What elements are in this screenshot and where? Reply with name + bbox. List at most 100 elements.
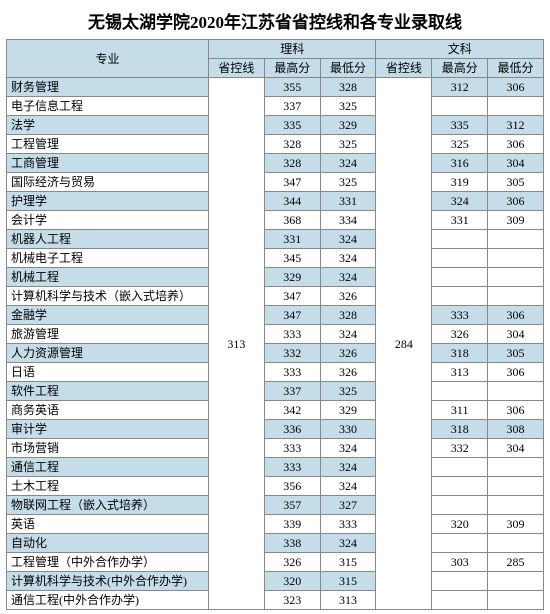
table-row: 自动化338324 bbox=[7, 534, 544, 553]
cell-a-max bbox=[432, 572, 488, 591]
cell-a-max bbox=[432, 249, 488, 268]
table-body: 财务管理313355328284312306电子信息工程337325法学3353… bbox=[7, 78, 544, 610]
cell-a-max bbox=[432, 591, 488, 610]
table-row: 日语333326313306 bbox=[7, 363, 544, 382]
col-s-min: 最低分 bbox=[320, 59, 376, 78]
col-major: 专业 bbox=[7, 40, 209, 78]
table-row: 商务英语342329311306 bbox=[7, 401, 544, 420]
table-row: 物联网工程（嵌入式培养）357327 bbox=[7, 496, 544, 515]
cell-a-min bbox=[488, 382, 544, 401]
cell-major: 计算机科学与技术(中外合作办学) bbox=[7, 572, 209, 591]
cell-s-max: 332 bbox=[264, 344, 320, 363]
cell-major: 国际经济与贸易 bbox=[7, 173, 209, 192]
cell-major: 会计学 bbox=[7, 211, 209, 230]
cell-s-max: 333 bbox=[264, 439, 320, 458]
cell-major: 工程管理（中外合作办学） bbox=[7, 553, 209, 572]
cell-a-max: 313 bbox=[432, 363, 488, 382]
table-row: 工程管理（中外合作办学）326315303285 bbox=[7, 553, 544, 572]
cell-s-max: 333 bbox=[264, 325, 320, 344]
cell-s-max: 333 bbox=[264, 363, 320, 382]
cell-a-min bbox=[488, 591, 544, 610]
cell-a-min bbox=[488, 249, 544, 268]
cell-major: 计算机科学与技术（嵌入式培养） bbox=[7, 287, 209, 306]
col-a-max: 最高分 bbox=[432, 59, 488, 78]
cell-s-min: 325 bbox=[320, 173, 376, 192]
cell-a-max bbox=[432, 477, 488, 496]
table-row: 国际经济与贸易347325319305 bbox=[7, 173, 544, 192]
cell-a-min: 306 bbox=[488, 135, 544, 154]
cell-a-max bbox=[432, 496, 488, 515]
cell-a-min: 306 bbox=[488, 78, 544, 97]
table-row: 工程管理328325325306 bbox=[7, 135, 544, 154]
cell-a-max: 320 bbox=[432, 515, 488, 534]
cell-major: 市场营销 bbox=[7, 439, 209, 458]
cell-a-max: 324 bbox=[432, 192, 488, 211]
cell-s-min: 324 bbox=[320, 325, 376, 344]
cell-a-max: 333 bbox=[432, 306, 488, 325]
cell-major: 工程管理 bbox=[7, 135, 209, 154]
cell-a-max: 318 bbox=[432, 344, 488, 363]
table-row: 通信工程(中外合作办学)323313 bbox=[7, 591, 544, 610]
cell-a-min: 305 bbox=[488, 173, 544, 192]
table-row: 机械电子工程345324 bbox=[7, 249, 544, 268]
table-row: 通信工程333324 bbox=[7, 458, 544, 477]
col-a-min: 最低分 bbox=[488, 59, 544, 78]
cell-a-max: 325 bbox=[432, 135, 488, 154]
cell-a-max bbox=[432, 230, 488, 249]
cell-s-min: 333 bbox=[320, 515, 376, 534]
cell-s-max: 328 bbox=[264, 135, 320, 154]
cell-a-min bbox=[488, 534, 544, 553]
cell-a-max: 332 bbox=[432, 439, 488, 458]
cell-s-max: 355 bbox=[264, 78, 320, 97]
cell-s-min: 331 bbox=[320, 192, 376, 211]
cell-a-min: 306 bbox=[488, 306, 544, 325]
cell-major: 金融学 bbox=[7, 306, 209, 325]
col-s-max: 最高分 bbox=[264, 59, 320, 78]
table-row: 财务管理313355328284312306 bbox=[7, 78, 544, 97]
cell-s-min: 315 bbox=[320, 553, 376, 572]
cell-s-min: 324 bbox=[320, 230, 376, 249]
cell-s-min: 324 bbox=[320, 154, 376, 173]
cell-a-min bbox=[488, 230, 544, 249]
table-head: 专业 理科 文科 省控线 最高分 最低分 省控线 最高分 最低分 bbox=[7, 40, 544, 78]
table-row: 人力资源管理332326318305 bbox=[7, 344, 544, 363]
cell-a-min: 306 bbox=[488, 363, 544, 382]
cell-s-min: 313 bbox=[320, 591, 376, 610]
cell-a-min: 306 bbox=[488, 192, 544, 211]
table-row: 英语339333320309 bbox=[7, 515, 544, 534]
cell-a-max: 312 bbox=[432, 78, 488, 97]
cell-a-max: 331 bbox=[432, 211, 488, 230]
cell-s-max: 329 bbox=[264, 268, 320, 287]
cell-major: 日语 bbox=[7, 363, 209, 382]
cell-major: 通信工程 bbox=[7, 458, 209, 477]
cell-a-min bbox=[488, 97, 544, 116]
table-row: 会计学368334331309 bbox=[7, 211, 544, 230]
cell-s-min: 334 bbox=[320, 211, 376, 230]
cell-s-max: 331 bbox=[264, 230, 320, 249]
cell-major: 旅游管理 bbox=[7, 325, 209, 344]
cell-a-max bbox=[432, 534, 488, 553]
page-title: 无锡太湖学院2020年江苏省省控线和各专业录取线 bbox=[6, 4, 544, 39]
col-science: 理科 bbox=[208, 40, 375, 59]
cell-a-max: 335 bbox=[432, 116, 488, 135]
cell-a-min bbox=[488, 496, 544, 515]
cell-science-ctrl: 313 bbox=[208, 78, 264, 610]
cell-s-min: 326 bbox=[320, 287, 376, 306]
cell-a-min bbox=[488, 477, 544, 496]
table-row: 土木工程356324 bbox=[7, 477, 544, 496]
cell-s-min: 324 bbox=[320, 268, 376, 287]
cell-s-max: 357 bbox=[264, 496, 320, 515]
cell-a-max bbox=[432, 458, 488, 477]
cell-s-max: 342 bbox=[264, 401, 320, 420]
cell-major: 法学 bbox=[7, 116, 209, 135]
cell-s-min: 325 bbox=[320, 135, 376, 154]
cell-s-min: 327 bbox=[320, 496, 376, 515]
cell-s-min: 329 bbox=[320, 401, 376, 420]
score-table: 专业 理科 文科 省控线 最高分 最低分 省控线 最高分 最低分 财务管理313… bbox=[6, 39, 544, 610]
cell-s-max: 326 bbox=[264, 553, 320, 572]
table-row: 机器人工程331324 bbox=[7, 230, 544, 249]
col-arts: 文科 bbox=[376, 40, 544, 59]
cell-s-min: 324 bbox=[320, 439, 376, 458]
table-row: 审计学336330318308 bbox=[7, 420, 544, 439]
cell-s-max: 337 bbox=[264, 382, 320, 401]
